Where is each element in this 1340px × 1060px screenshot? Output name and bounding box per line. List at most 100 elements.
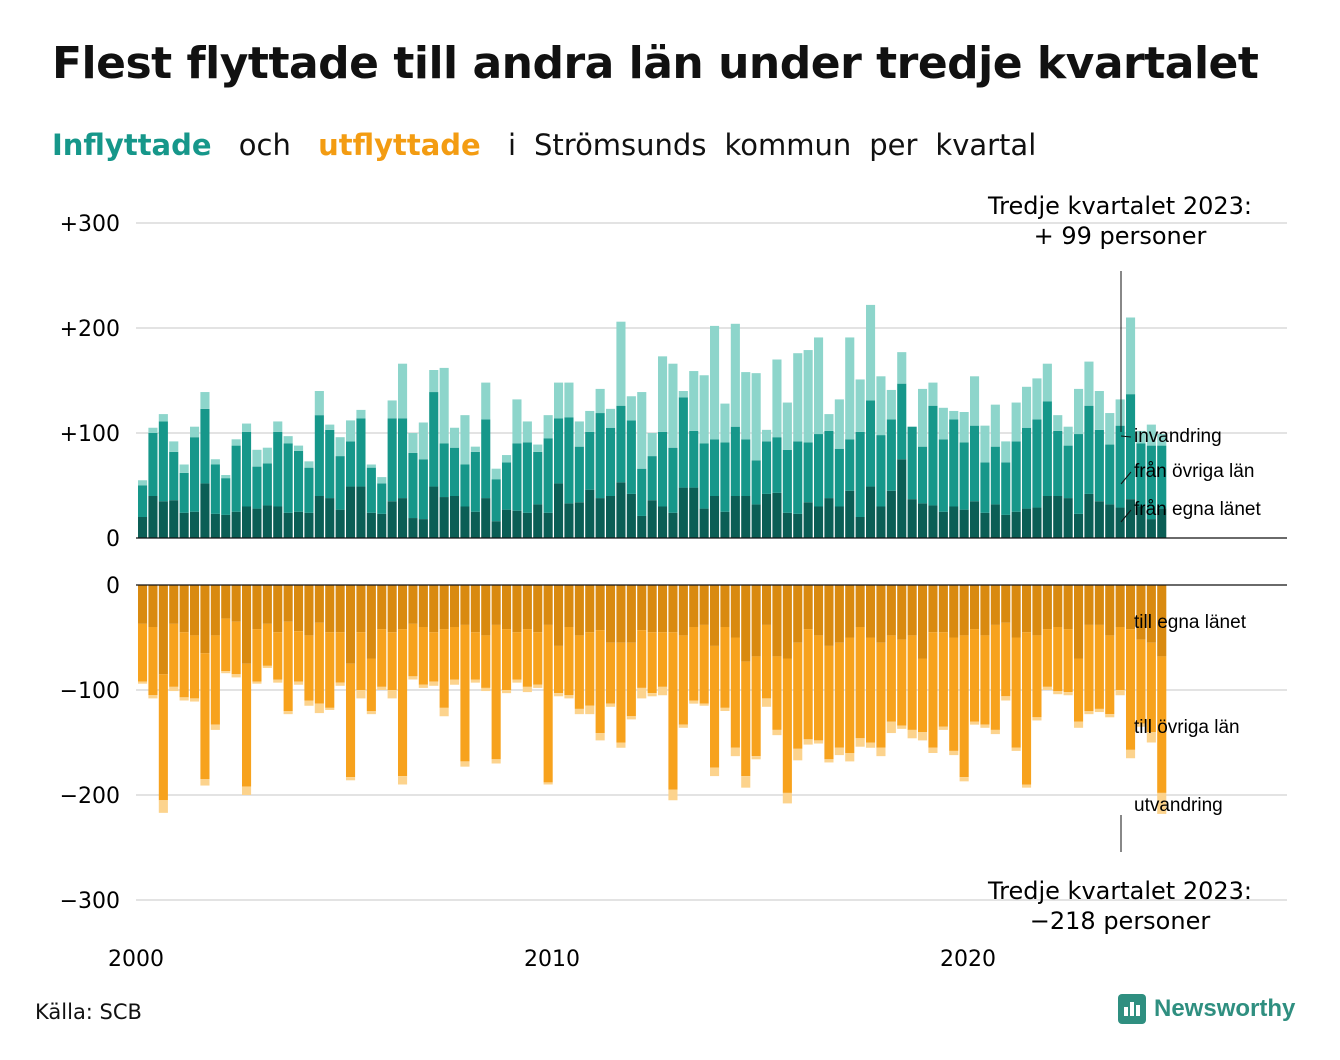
bar-out-0 — [533, 585, 543, 633]
bar-in-0 — [543, 512, 553, 538]
bar-in-0 — [678, 487, 688, 538]
bar-out-2 — [1115, 690, 1125, 696]
bar-out-1 — [335, 632, 345, 683]
bar-out-1 — [470, 632, 480, 680]
bar-out-0 — [294, 585, 304, 632]
bar-out-2 — [574, 708, 584, 715]
bar-in-0 — [377, 513, 387, 538]
bar-out-2 — [814, 740, 824, 744]
bar-out-0 — [1126, 585, 1136, 630]
bar-in-2 — [959, 412, 969, 443]
bar-out-2 — [949, 750, 959, 756]
bar-in-1 — [793, 441, 803, 514]
bar-in-0 — [855, 517, 865, 538]
bar-in-0 — [866, 486, 876, 538]
bar-out-1 — [876, 642, 886, 748]
bar-out-1 — [1084, 624, 1094, 711]
bar-out-0 — [158, 585, 168, 675]
bar-in-2 — [637, 392, 647, 469]
bar-out-2 — [668, 789, 678, 801]
bar-in-1 — [242, 431, 252, 507]
bar-in-2 — [366, 464, 376, 468]
bar-out-1 — [1053, 627, 1063, 692]
bar-in-0 — [626, 493, 636, 538]
bar-in-1 — [262, 463, 272, 506]
bar-in-1 — [918, 446, 928, 504]
bar-out-2 — [886, 721, 896, 734]
bar-in-2 — [585, 410, 595, 432]
bar-out-1 — [710, 645, 720, 768]
bar-out-1 — [1126, 629, 1136, 750]
bar-in-1 — [824, 430, 834, 499]
bar-in-0 — [460, 506, 470, 538]
bar-in-2 — [242, 423, 252, 432]
bar-in-0 — [699, 508, 709, 538]
bar-out-2 — [439, 707, 449, 717]
bar-in-1 — [439, 443, 449, 498]
bar-in-2 — [356, 409, 366, 419]
bar-in-2 — [668, 363, 678, 448]
gridlines — [136, 222, 1287, 901]
bar-out-0 — [283, 585, 293, 622]
bar-out-0 — [689, 585, 699, 627]
bar-in-1 — [1074, 434, 1084, 514]
bar-in-2 — [533, 444, 543, 452]
bar-out-0 — [1032, 585, 1042, 636]
bar-in-1 — [522, 442, 532, 513]
bar-out-2 — [252, 681, 262, 684]
bar-in-0 — [1094, 501, 1104, 538]
bar-in-1 — [762, 441, 772, 494]
bar-in-1 — [273, 431, 283, 507]
bar-in-2 — [970, 376, 980, 426]
bar-in-1 — [314, 415, 324, 496]
bar-in-1 — [1105, 444, 1115, 505]
bar-in-1 — [741, 439, 751, 496]
bar-out-1 — [897, 639, 907, 726]
bar-in-0 — [533, 504, 543, 538]
bar-out-1 — [325, 632, 335, 708]
bar-out-0 — [325, 585, 335, 633]
bar-in-1 — [897, 383, 907, 460]
bar-out-0 — [834, 585, 844, 643]
subtitle-word: i — [507, 128, 516, 162]
bar-in-2 — [574, 421, 584, 447]
bar-out-1 — [491, 624, 501, 760]
bar-in-2 — [595, 388, 605, 414]
bar-out-1 — [928, 632, 938, 748]
bar-out-0 — [366, 585, 376, 659]
bar-out-1 — [699, 624, 709, 704]
bar-in-2 — [897, 352, 907, 384]
bar-in-2 — [200, 392, 210, 409]
bar-in-0 — [148, 496, 158, 538]
bar-out-1 — [772, 656, 782, 730]
bar-in-0 — [959, 509, 969, 538]
bar-out-1 — [814, 635, 824, 741]
bar-in-1 — [1042, 401, 1052, 496]
bar-out-0 — [845, 585, 855, 638]
bar-in-2 — [876, 376, 886, 436]
bar-in-0 — [751, 504, 761, 538]
bar-in-2 — [314, 391, 324, 416]
bar-in-2 — [751, 373, 761, 461]
bar-out-1 — [554, 645, 564, 694]
bar-in-1 — [699, 443, 709, 509]
bar-out-2 — [866, 742, 876, 748]
bar-in-1 — [1115, 425, 1125, 508]
bar-in-0 — [668, 512, 678, 538]
bar-in-0 — [762, 493, 772, 538]
bar-out-0 — [179, 585, 189, 633]
bar-out-2 — [658, 686, 668, 696]
bar-in-1 — [190, 437, 200, 512]
bar-out-0 — [762, 585, 772, 625]
bar-out-1 — [346, 663, 356, 778]
bar-out-2 — [762, 698, 772, 707]
bar-out-2 — [294, 681, 304, 685]
bar-in-2 — [190, 426, 200, 438]
x-tick-label: 2010 — [524, 947, 580, 972]
y-tick-label: +200 — [60, 317, 120, 342]
bar-in-2 — [512, 399, 522, 444]
bar-out-0 — [814, 585, 824, 636]
bar-in-0 — [1084, 493, 1094, 538]
bar-in-0 — [325, 498, 335, 538]
